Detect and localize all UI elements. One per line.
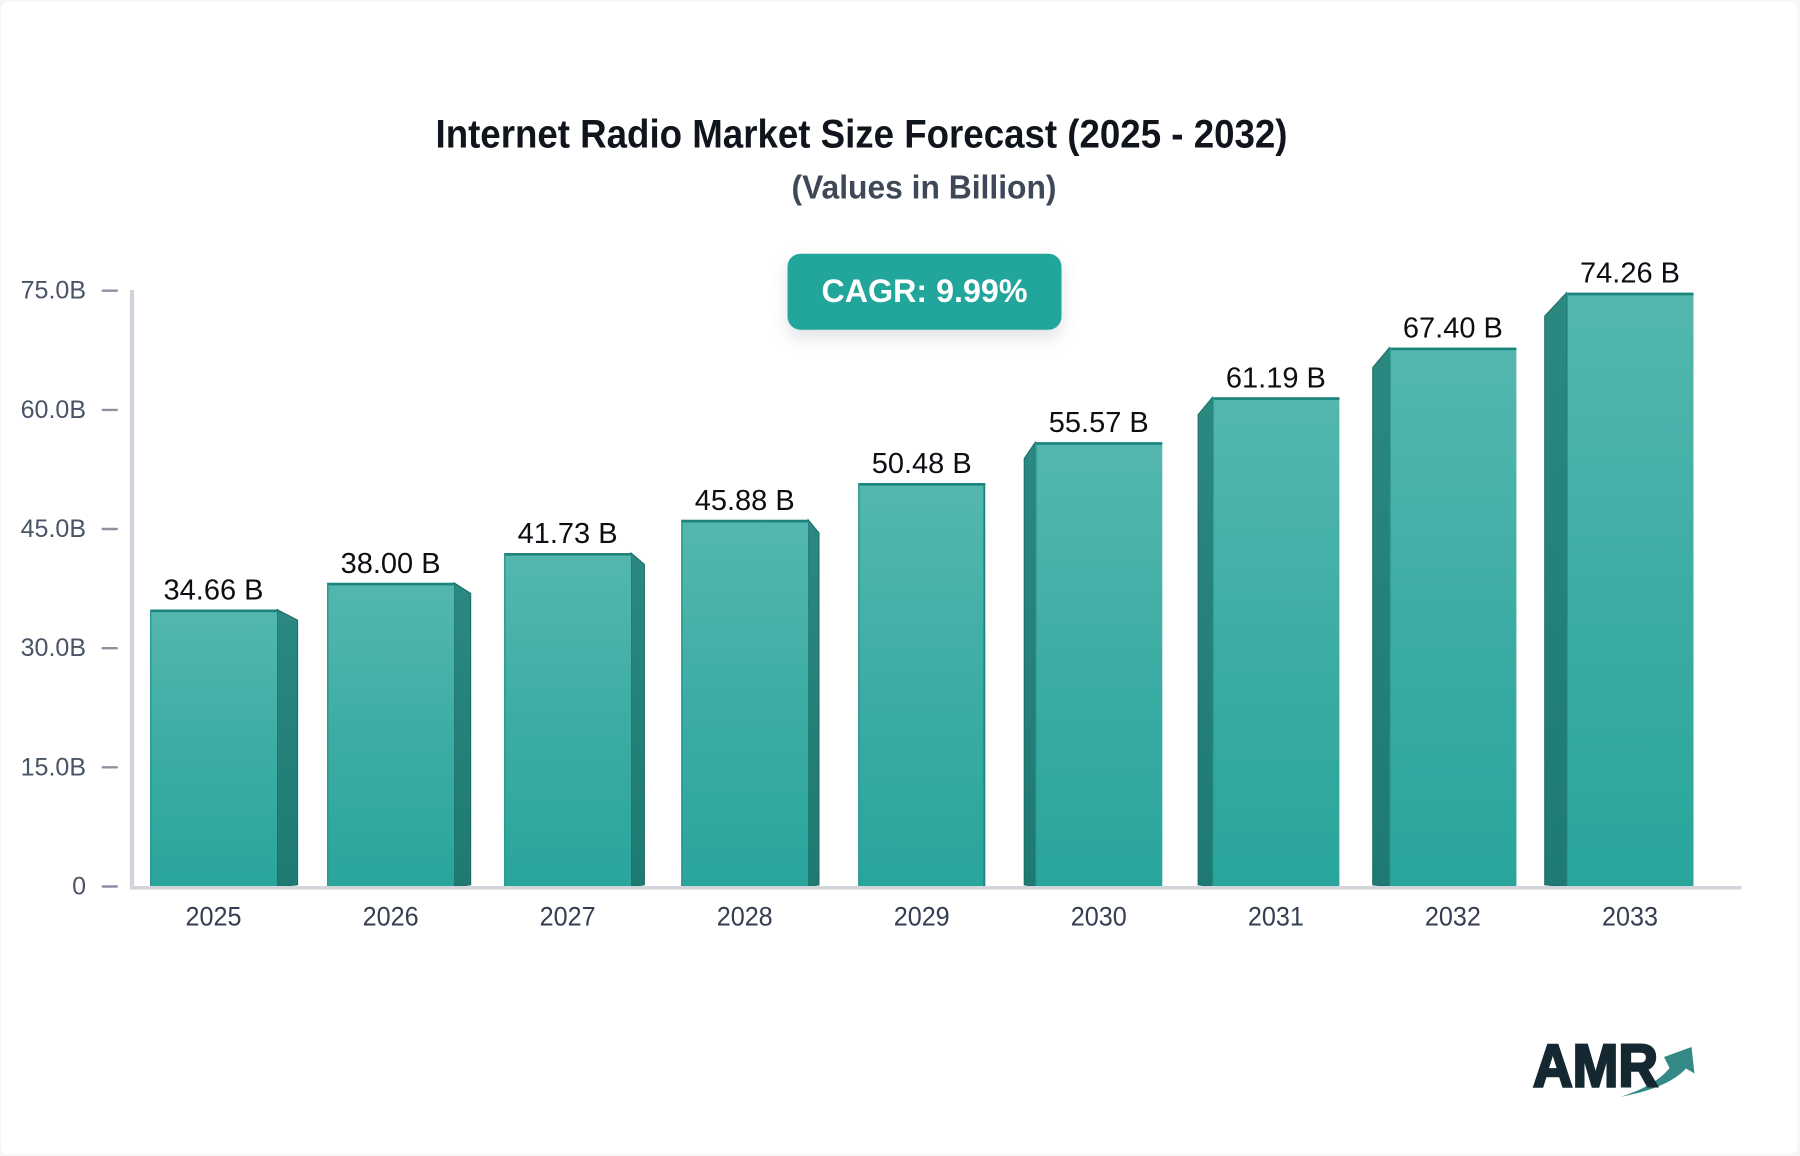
svg-text:61.19 B: 61.19 B [1226,362,1326,394]
svg-text:74.26 B: 74.26 B [1580,258,1680,290]
svg-text:67.40 B: 67.40 B [1403,313,1503,345]
svg-text:45.88 B: 45.88 B [695,485,795,517]
svg-text:2030: 2030 [1071,902,1127,932]
svg-text:2033: 2033 [1602,902,1658,932]
svg-text:2028: 2028 [717,902,773,932]
svg-text:2025: 2025 [186,902,242,932]
svg-text:60.0B: 60.0B [21,396,86,424]
svg-text:CAGR: 9.99%: CAGR: 9.99% [822,273,1028,309]
svg-text:2026: 2026 [363,902,419,932]
svg-text:75.0B: 75.0B [21,277,86,305]
svg-text:38.00 B: 38.00 B [341,548,441,580]
svg-text:2029: 2029 [894,902,950,932]
svg-text:34.66 B: 34.66 B [164,575,264,607]
svg-text:50.48 B: 50.48 B [872,448,972,480]
svg-text:45.0B: 45.0B [21,515,86,543]
svg-text:2031: 2031 [1248,902,1304,932]
svg-text:2027: 2027 [540,902,596,932]
svg-text:(Values in Billion): (Values in Billion) [792,169,1057,206]
svg-text:0: 0 [72,873,86,901]
svg-text:41.73 B: 41.73 B [518,518,618,550]
svg-text:Internet Radio Market Size For: Internet Radio Market Size Forecast (202… [436,113,1288,157]
svg-text:15.0B: 15.0B [21,753,86,781]
svg-text:2032: 2032 [1425,902,1481,932]
svg-text:55.57 B: 55.57 B [1049,407,1149,439]
svg-text:AMR: AMR [1533,1033,1658,1100]
svg-text:30.0B: 30.0B [21,634,86,662]
